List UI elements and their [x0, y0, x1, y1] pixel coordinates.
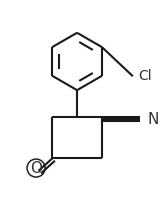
Text: Cl: Cl — [138, 69, 151, 83]
Text: N: N — [148, 112, 159, 127]
Text: O: O — [30, 161, 42, 176]
